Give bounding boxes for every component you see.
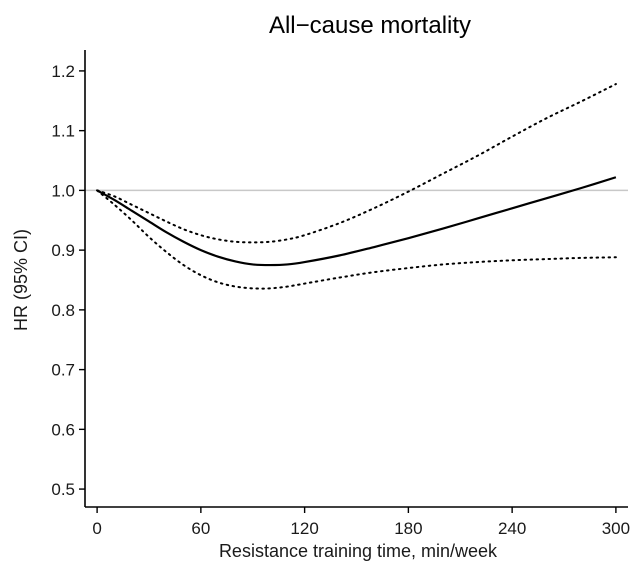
x-tick-label: 240 [498,519,526,538]
y-axis-ticks: 0.5 0.6 0.7 0.8 0.9 1.0 1.1 1.2 [51,62,85,499]
y-tick-label: 0.9 [51,241,75,260]
x-tick-label: 60 [191,519,210,538]
lower-ci-curve [96,189,617,290]
series-layer [96,83,617,290]
hazard-ratio-curve [96,176,617,267]
x-tick-label: 0 [92,519,101,538]
x-tick-label: 120 [290,519,318,538]
y-tick-label: 0.7 [51,361,75,380]
y-tick-label: 1.0 [51,181,75,200]
y-tick-label: 0.5 [51,480,75,499]
y-tick-label: 0.8 [51,301,75,320]
x-tick-label: 300 [602,519,630,538]
y-tick-label: 1.1 [51,122,75,141]
x-axis-label: Resistance training time, min/week [219,541,498,561]
y-tick-label: 1.2 [51,62,75,81]
x-tick-label: 180 [394,519,422,538]
y-axis-label: HR (95% CI) [11,229,31,331]
upper-ci-curve [96,83,617,244]
y-tick-label: 0.6 [51,420,75,439]
x-axis-ticks: 0 60 120 180 240 300 [92,507,630,538]
chart-title: All−cause mortality [269,12,471,39]
